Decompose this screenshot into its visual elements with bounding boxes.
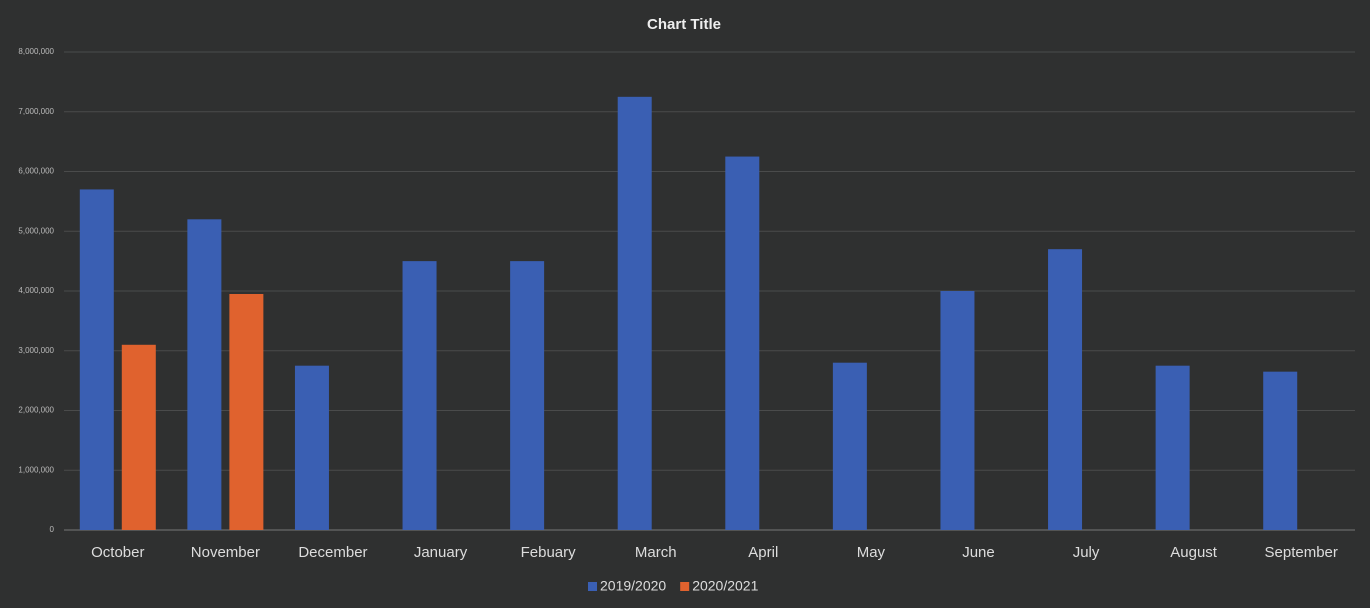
x-tick-label: July: [1073, 544, 1100, 561]
bar: [940, 291, 975, 530]
y-tick-label: 2,000,000: [18, 406, 54, 415]
bar: [229, 293, 264, 530]
legend-swatch: [588, 582, 597, 591]
bar: [402, 261, 437, 530]
bar: [79, 189, 114, 531]
y-tick-label: 6,000,000: [18, 167, 54, 176]
chart-title: Chart Title: [647, 16, 721, 33]
legend-label: 2020/2021: [692, 578, 758, 594]
bar: [121, 344, 156, 530]
x-tick-label: Febuary: [521, 544, 577, 561]
x-tick-label: March: [635, 544, 677, 561]
bar: [1048, 249, 1083, 531]
y-tick-label: 8,000,000: [18, 47, 54, 56]
x-tick-label: September: [1265, 544, 1338, 561]
x-tick-label: January: [414, 544, 468, 561]
y-tick-label: 1,000,000: [18, 465, 54, 474]
bar: [1263, 371, 1298, 530]
y-tick-label: 7,000,000: [18, 107, 54, 116]
y-tick-label: 3,000,000: [18, 346, 54, 355]
x-tick-label: May: [857, 544, 886, 561]
bar: [1155, 365, 1190, 530]
x-tick-label: August: [1170, 544, 1218, 561]
legend-swatch: [680, 582, 690, 591]
x-tick-label: April: [748, 544, 778, 561]
x-tick-label: June: [962, 544, 995, 561]
bar: [725, 156, 760, 530]
y-tick-label: 0: [50, 525, 55, 534]
x-tick-label: October: [91, 544, 144, 561]
y-tick-label: 4,000,000: [18, 286, 54, 295]
x-tick-label: December: [298, 544, 367, 561]
bar: [617, 96, 652, 530]
bar: [294, 365, 329, 530]
bar: [187, 219, 222, 531]
bar: [832, 362, 867, 530]
bar: [510, 261, 545, 530]
x-tick-label: November: [191, 544, 260, 561]
y-tick-label: 5,000,000: [18, 226, 54, 235]
legend-label: 2019/2020: [600, 578, 666, 594]
